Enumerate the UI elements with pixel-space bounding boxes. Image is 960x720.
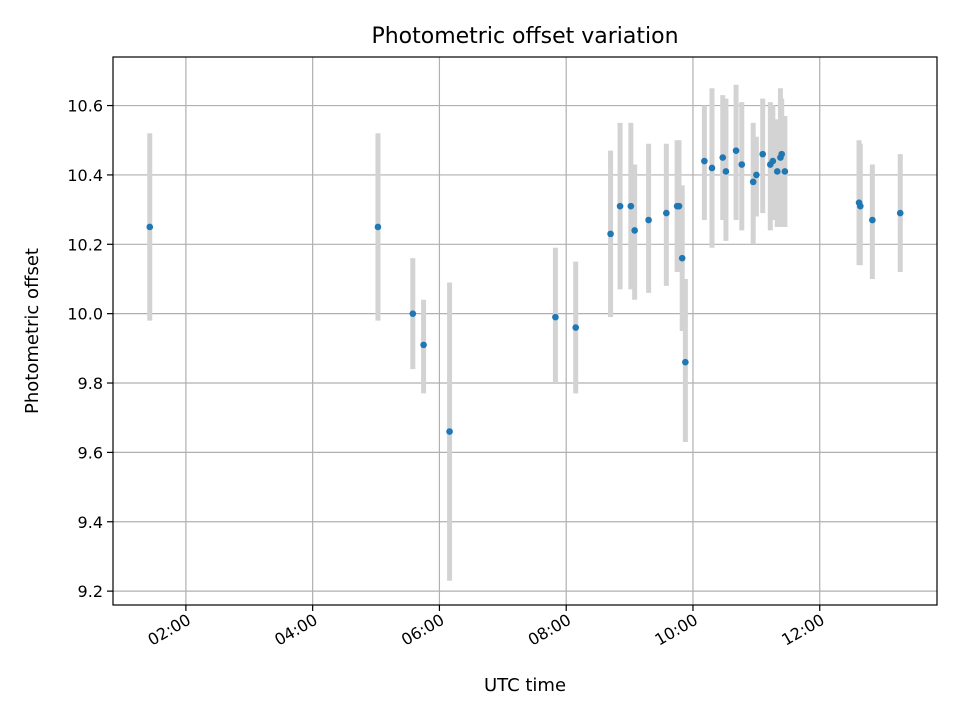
- y-tick-label: 9.2: [78, 582, 103, 601]
- data-point: [645, 216, 652, 224]
- data-point: [869, 216, 876, 224]
- data-point: [732, 147, 740, 154]
- chart-title: Photometric offset variation: [371, 24, 678, 49]
- data-point: [778, 150, 786, 158]
- grid: [113, 57, 937, 605]
- y-tick-label: 10.0: [67, 305, 103, 324]
- y-axis-label: Photometric offset: [22, 248, 43, 414]
- y-tick-label: 10.2: [67, 235, 103, 254]
- data-point: [552, 313, 559, 321]
- data-point: [678, 254, 686, 262]
- data-point: [627, 202, 635, 210]
- data-point: [701, 157, 708, 165]
- data-point: [749, 178, 757, 186]
- data-point: [663, 209, 670, 217]
- data-point: [857, 202, 864, 210]
- data-point: [753, 171, 760, 179]
- data-point: [708, 164, 716, 172]
- data-point: [759, 150, 766, 158]
- y-axis-ticks: 9.2 9.4 9.6 9.8 10.0 10.2 10.4 10.6: [67, 97, 113, 601]
- data-point: [572, 324, 580, 331]
- data-point: [781, 168, 789, 175]
- data-point: [769, 157, 777, 165]
- data-point: [896, 209, 904, 217]
- data-point: [409, 310, 417, 317]
- data-point: [631, 227, 638, 234]
- data-point: [446, 428, 453, 435]
- x-axis-label: UTC time: [484, 675, 566, 696]
- data-point: [374, 223, 382, 231]
- data-points: [146, 147, 904, 435]
- y-tick-label: 10.6: [67, 97, 103, 116]
- data-point: [146, 223, 154, 231]
- data-point: [722, 168, 730, 175]
- y-tick-label: 9.4: [78, 513, 103, 532]
- data-point: [773, 168, 781, 175]
- data-point: [420, 341, 427, 349]
- data-point: [682, 358, 689, 366]
- data-point: [675, 202, 683, 210]
- data-point: [719, 154, 727, 161]
- y-tick-label: 9.8: [78, 374, 103, 393]
- plot-frame: [112, 56, 938, 606]
- y-tick-label: 10.4: [67, 166, 103, 185]
- data-point: [738, 161, 746, 168]
- data-point: [607, 230, 614, 238]
- data-point: [616, 202, 624, 210]
- y-tick-label: 9.6: [78, 443, 103, 462]
